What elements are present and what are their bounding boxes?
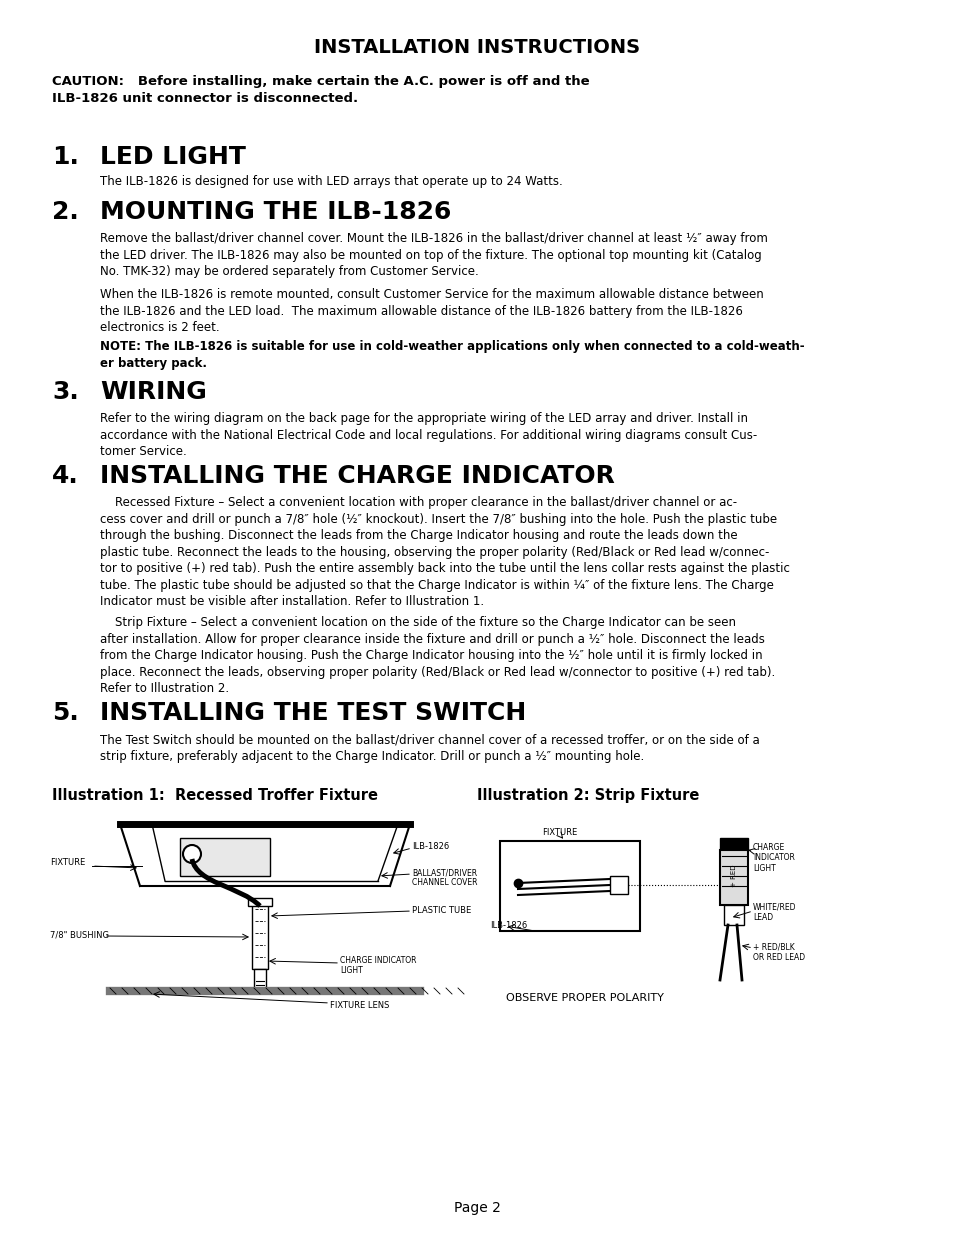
Text: Illustration 1:  Recessed Troffer Fixture: Illustration 1: Recessed Troffer Fixture (52, 788, 377, 803)
Bar (180, 839, 270, 876)
Text: 4.: 4. (52, 464, 79, 488)
Bar (720, 850, 747, 905)
Text: 7/8" BUSHING: 7/8" BUSHING (50, 931, 109, 940)
Bar (252, 904, 268, 969)
Text: OBSERVE PROPER POLARITY: OBSERVE PROPER POLARITY (505, 993, 663, 1003)
Text: 1.: 1. (52, 144, 79, 169)
Text: WIRING: WIRING (100, 380, 207, 404)
Text: INSTALLATION INSTRUCTIONS: INSTALLATION INSTRUCTIONS (314, 38, 639, 57)
Text: FIXTURE: FIXTURE (50, 858, 85, 867)
Text: CAUTION:   Before installing, make certain the A.C. power is off and the
ILB-182: CAUTION: Before installing, make certain… (52, 75, 589, 105)
Text: CHARGE
INDICATOR
LIGHT: CHARGE INDICATOR LIGHT (752, 844, 794, 873)
Text: The Test Switch should be mounted on the ballast/driver channel cover of a reces: The Test Switch should be mounted on the… (100, 734, 759, 762)
Text: When the ILB-1826 is remote mounted, consult Customer Service for the maximum al: When the ILB-1826 is remote mounted, con… (100, 288, 763, 333)
Bar (609, 876, 627, 894)
Bar (723, 905, 743, 925)
Bar (248, 898, 272, 906)
Text: ILB-1826: ILB-1826 (490, 921, 527, 930)
Circle shape (183, 845, 201, 863)
Text: NOTE: The ILB-1826 is suitable for use in cold-weather applications only when co: NOTE: The ILB-1826 is suitable for use i… (100, 340, 803, 369)
Bar (253, 969, 266, 989)
Text: PLASTIC TUBE: PLASTIC TUBE (412, 906, 471, 915)
Text: BALLAST/DRIVER
CHANNEL COVER: BALLAST/DRIVER CHANNEL COVER (412, 868, 477, 888)
Text: ILB-1826: ILB-1826 (412, 842, 449, 851)
Text: Illustration 2: Strip Fixture: Illustration 2: Strip Fixture (476, 788, 699, 803)
Text: INSTALLING THE CHARGE INDICATOR: INSTALLING THE CHARGE INDICATOR (100, 464, 615, 488)
Text: LED LIGHT: LED LIGHT (100, 144, 246, 169)
Text: FIXTURE: FIXTURE (542, 827, 577, 837)
Text: + RED: + RED (730, 864, 737, 887)
Text: Page 2: Page 2 (453, 1200, 500, 1215)
Text: 2.: 2. (52, 200, 79, 224)
Text: CHARGE INDICATOR
LIGHT: CHARGE INDICATOR LIGHT (339, 956, 416, 976)
Text: FIXTURE LENS: FIXTURE LENS (330, 1002, 389, 1010)
Text: 3.: 3. (52, 380, 79, 404)
Text: 5.: 5. (52, 701, 79, 725)
Text: MOUNTING THE ILB-1826: MOUNTING THE ILB-1826 (100, 200, 451, 224)
Text: Strip Fixture – Select a convenient location on the side of the fixture so the C: Strip Fixture – Select a convenient loca… (100, 616, 775, 695)
Text: The ILB-1826 is designed for use with LED arrays that operate up to 24 Watts.: The ILB-1826 is designed for use with LE… (100, 175, 562, 188)
Text: Refer to the wiring diagram on the back page for the appropriate wiring of the L: Refer to the wiring diagram on the back … (100, 412, 757, 458)
Text: Remove the ballast/driver channel cover. Mount the ILB-1826 in the ballast/drive: Remove the ballast/driver channel cover.… (100, 232, 767, 278)
Bar (720, 839, 747, 850)
Bar (499, 841, 639, 931)
Text: Recessed Fixture – Select a convenient location with proper clearance in the bal: Recessed Fixture – Select a convenient l… (100, 496, 789, 608)
Text: WHITE/RED
LEAD: WHITE/RED LEAD (752, 903, 796, 923)
Text: INSTALLING THE TEST SWITCH: INSTALLING THE TEST SWITCH (100, 701, 526, 725)
Text: + RED/BLK
OR RED LEAD: + RED/BLK OR RED LEAD (752, 944, 804, 962)
